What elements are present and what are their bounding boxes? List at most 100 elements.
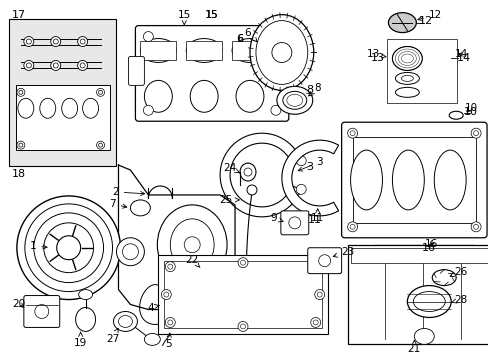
Ellipse shape <box>232 39 267 62</box>
Ellipse shape <box>460 289 470 300</box>
Ellipse shape <box>24 37 34 46</box>
Text: 20: 20 <box>12 298 25 309</box>
Ellipse shape <box>282 91 306 109</box>
Ellipse shape <box>395 72 419 84</box>
Ellipse shape <box>392 46 422 71</box>
Ellipse shape <box>190 80 218 112</box>
Text: 6: 6 <box>237 33 243 44</box>
Text: 22: 22 <box>185 255 200 267</box>
Text: 3: 3 <box>305 162 313 172</box>
Ellipse shape <box>286 94 302 106</box>
Ellipse shape <box>473 131 478 136</box>
FancyBboxPatch shape <box>135 26 288 121</box>
Ellipse shape <box>113 311 137 332</box>
Ellipse shape <box>51 37 61 46</box>
Ellipse shape <box>473 224 478 229</box>
Ellipse shape <box>431 270 455 285</box>
Polygon shape <box>118 165 235 310</box>
Text: 12: 12 <box>417 10 441 21</box>
Text: 5: 5 <box>164 333 171 349</box>
Ellipse shape <box>34 213 103 283</box>
Text: 19: 19 <box>74 332 87 348</box>
Ellipse shape <box>143 32 153 41</box>
Ellipse shape <box>161 289 171 300</box>
Ellipse shape <box>165 318 175 328</box>
Ellipse shape <box>17 196 120 300</box>
Ellipse shape <box>387 13 415 32</box>
Ellipse shape <box>99 143 102 147</box>
Bar <box>140 41 176 60</box>
Text: 14: 14 <box>454 49 467 59</box>
Ellipse shape <box>395 87 419 97</box>
FancyBboxPatch shape <box>341 122 486 238</box>
FancyBboxPatch shape <box>128 57 144 85</box>
Ellipse shape <box>96 141 104 149</box>
Polygon shape <box>281 140 338 216</box>
Ellipse shape <box>78 60 87 71</box>
Ellipse shape <box>40 98 56 118</box>
Ellipse shape <box>236 80 264 112</box>
Ellipse shape <box>318 255 330 267</box>
Ellipse shape <box>401 75 412 81</box>
Ellipse shape <box>143 105 153 115</box>
Text: 6: 6 <box>244 28 257 42</box>
Ellipse shape <box>17 88 25 96</box>
Ellipse shape <box>78 37 87 46</box>
Text: 24: 24 <box>223 163 239 173</box>
Ellipse shape <box>460 248 470 258</box>
Text: 13: 13 <box>366 49 385 59</box>
Ellipse shape <box>249 15 313 90</box>
Ellipse shape <box>448 111 462 119</box>
Ellipse shape <box>122 244 138 260</box>
Bar <box>350 248 488 263</box>
Ellipse shape <box>313 264 318 269</box>
Ellipse shape <box>53 63 58 68</box>
FancyBboxPatch shape <box>279 57 295 85</box>
Ellipse shape <box>167 264 172 269</box>
Polygon shape <box>220 133 301 217</box>
Ellipse shape <box>76 307 95 332</box>
Ellipse shape <box>19 90 23 94</box>
Bar <box>164 261 321 328</box>
Ellipse shape <box>167 320 172 325</box>
Text: 16: 16 <box>424 239 437 249</box>
Ellipse shape <box>289 95 299 105</box>
Bar <box>347 245 488 345</box>
Ellipse shape <box>80 63 85 68</box>
Ellipse shape <box>184 237 200 253</box>
Ellipse shape <box>157 205 226 285</box>
Ellipse shape <box>270 32 280 41</box>
Ellipse shape <box>392 150 424 210</box>
Text: 2: 2 <box>112 187 144 197</box>
Text: 10: 10 <box>464 103 477 113</box>
Ellipse shape <box>24 60 34 71</box>
Ellipse shape <box>288 217 300 229</box>
Ellipse shape <box>407 285 450 318</box>
Text: 12: 12 <box>418 15 432 26</box>
FancyBboxPatch shape <box>307 248 341 274</box>
Ellipse shape <box>18 98 34 118</box>
Ellipse shape <box>163 292 168 297</box>
Ellipse shape <box>238 321 247 332</box>
Ellipse shape <box>413 328 433 345</box>
Text: 8: 8 <box>308 84 321 96</box>
Bar <box>186 41 222 60</box>
Text: 4: 4 <box>147 302 159 312</box>
Ellipse shape <box>433 150 465 210</box>
Text: 15: 15 <box>205 10 218 20</box>
Ellipse shape <box>44 223 93 273</box>
Ellipse shape <box>186 39 222 62</box>
Text: 8: 8 <box>305 85 313 95</box>
Ellipse shape <box>82 98 99 118</box>
FancyBboxPatch shape <box>280 211 308 235</box>
Text: 17: 17 <box>12 10 26 20</box>
Ellipse shape <box>240 324 245 329</box>
Ellipse shape <box>246 185 256 195</box>
Ellipse shape <box>57 236 81 260</box>
Ellipse shape <box>244 168 251 176</box>
Text: 9: 9 <box>270 213 283 223</box>
Ellipse shape <box>270 105 280 115</box>
Ellipse shape <box>35 305 49 319</box>
Ellipse shape <box>238 258 247 268</box>
Ellipse shape <box>240 163 255 181</box>
